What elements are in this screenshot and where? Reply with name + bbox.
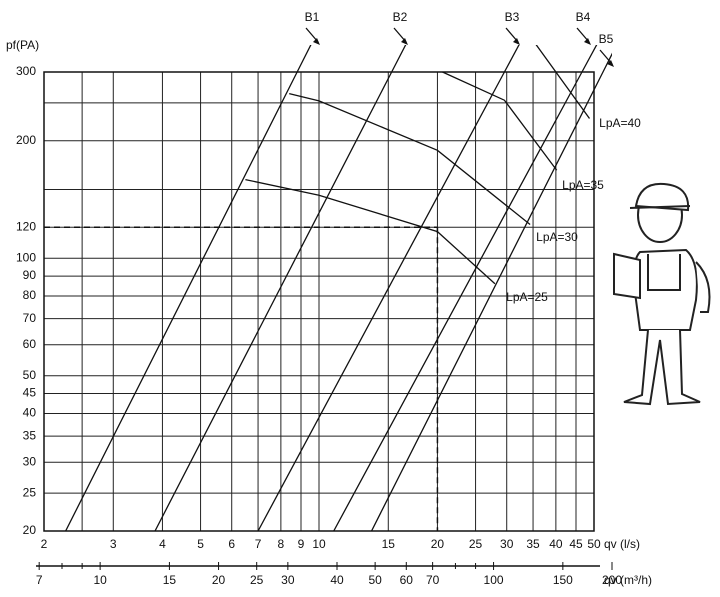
- series-label: LpA=40: [599, 116, 641, 130]
- series-group: [65, 45, 612, 531]
- y-axis-label: pf(PA): [6, 38, 39, 52]
- y-tick-label: 120: [16, 219, 36, 233]
- y-tick-label: 45: [23, 386, 37, 400]
- x-tick-label: 25: [469, 537, 483, 551]
- worker-illustration: [613, 182, 711, 406]
- y-tick-label: 40: [23, 406, 37, 420]
- x2-tick-label: 7: [36, 573, 43, 587]
- y-tick-label: 300: [16, 64, 36, 78]
- y-tick-label: 200: [16, 133, 36, 147]
- x-tick-label: 7: [255, 537, 262, 551]
- y-tick-label: 30: [23, 454, 37, 468]
- x-tick-label: 50: [587, 537, 601, 551]
- y-tick-label: 80: [23, 288, 37, 302]
- x-tick-label: 35: [526, 537, 540, 551]
- series-line: [370, 52, 612, 531]
- y-tick-label: 50: [23, 368, 37, 382]
- series-label: LpA=35: [562, 178, 604, 192]
- x2-tick-label: 15: [163, 573, 177, 587]
- y-tick-label: 35: [23, 428, 37, 442]
- x-tick-label: 8: [278, 537, 285, 551]
- x2-tick-label: 25: [250, 573, 264, 587]
- y-tick-label: 90: [23, 268, 37, 282]
- y-tick-label: 25: [23, 485, 37, 499]
- series-line: [333, 45, 598, 531]
- series-line: [535, 45, 591, 119]
- x-tick-label: 30: [500, 537, 514, 551]
- y-tick-label: 100: [16, 250, 36, 264]
- x2-tick-label: 150: [553, 573, 573, 587]
- x2-tick-label: 10: [93, 573, 107, 587]
- label-arrowhead: [313, 38, 320, 45]
- y-tick-label: 70: [23, 311, 37, 325]
- x2-tick-label: 60: [400, 573, 414, 587]
- x2-axis-label: qv (m³/h): [604, 573, 652, 587]
- label-arrowhead: [513, 38, 520, 45]
- x2-tick-label: 30: [281, 573, 295, 587]
- x-tick-label: 15: [382, 537, 396, 551]
- x-axis-label: qv (l/s): [604, 537, 640, 551]
- x-tick-label: 9: [298, 537, 305, 551]
- series-label: LpA=25: [506, 290, 548, 304]
- series-line: [245, 178, 496, 285]
- plot-frame: [43, 71, 595, 532]
- x2-tick-label: 40: [330, 573, 344, 587]
- series-line: [442, 71, 558, 171]
- y-tick-label: 20: [23, 523, 37, 537]
- series-line: [65, 45, 312, 531]
- series-line: [257, 45, 520, 531]
- x-tick-label: 20: [431, 537, 445, 551]
- series-label: B5: [599, 32, 614, 46]
- x-tick-label: 3: [110, 537, 117, 551]
- series-label: B3: [505, 10, 520, 24]
- x2-tick-label: 20: [212, 573, 226, 587]
- x-tick-label: 2: [41, 537, 48, 551]
- series-label: B1: [305, 10, 320, 24]
- x-tick-label: 4: [159, 537, 166, 551]
- x-tick-label: 40: [549, 537, 563, 551]
- x2-tick-label: 70: [426, 573, 440, 587]
- label-arrowhead: [607, 60, 614, 67]
- x-tick-label: 5: [197, 537, 204, 551]
- x-tick-label: 10: [312, 537, 326, 551]
- series-line: [289, 93, 531, 226]
- x-tick-label: 6: [228, 537, 235, 551]
- label-arrowhead: [584, 38, 591, 45]
- x2-tick-label: 50: [368, 573, 382, 587]
- y-tick-label: 60: [23, 337, 37, 351]
- x-tick-label: 45: [569, 537, 583, 551]
- series-label: LpA=30: [536, 230, 578, 244]
- series-label: B2: [393, 10, 408, 24]
- series-label: B4: [576, 10, 591, 24]
- series-line: [154, 45, 407, 531]
- x2-tick-label: 100: [484, 573, 504, 587]
- x2-tick-label: 200: [602, 573, 622, 587]
- label-arrowhead: [401, 38, 408, 45]
